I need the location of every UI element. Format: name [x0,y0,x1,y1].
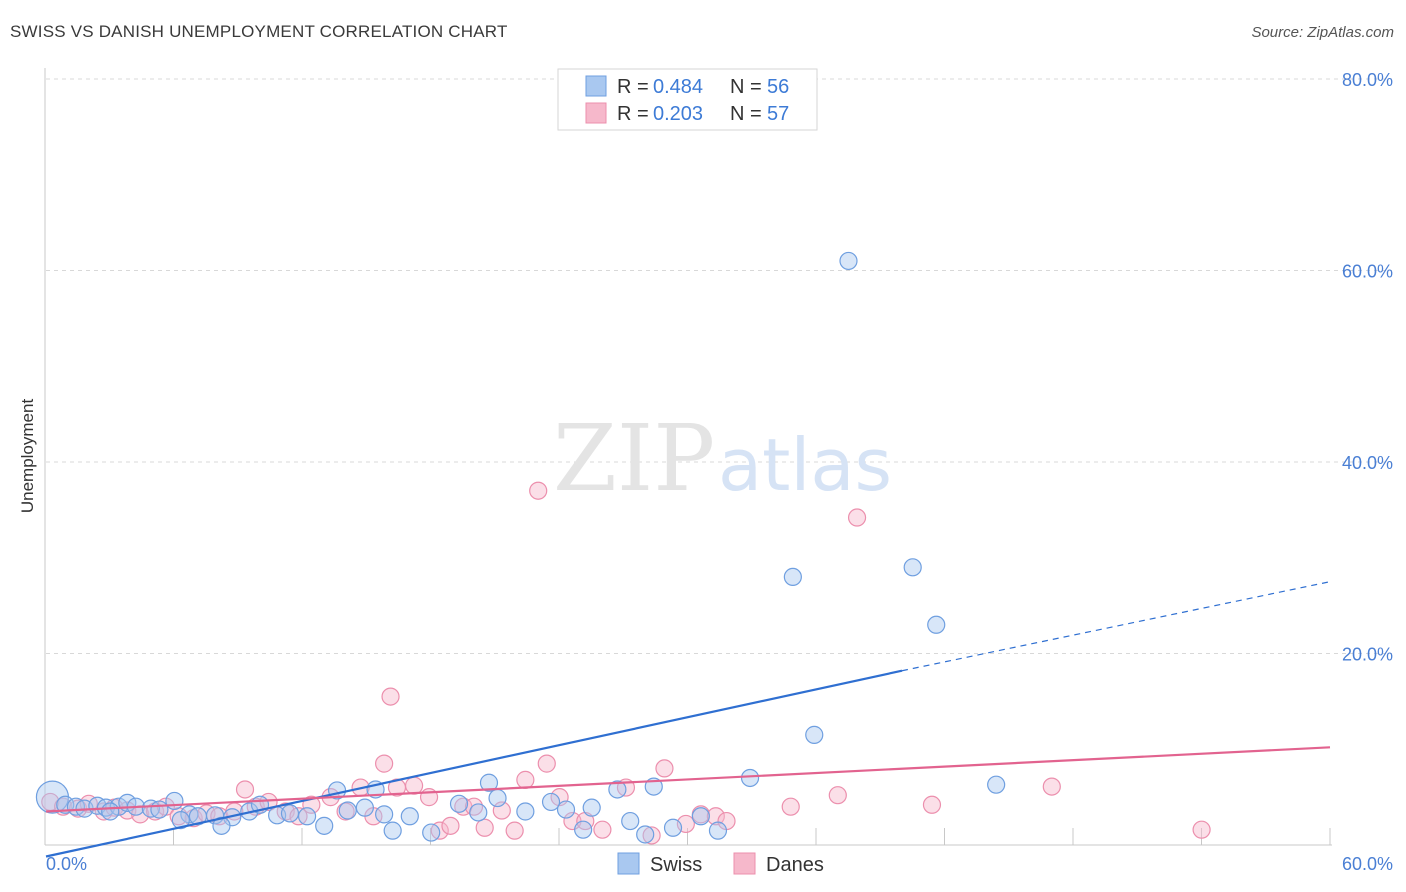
swiss-point [315,816,334,835]
danes-point [922,795,942,814]
legend-danes-r-label: R = [617,103,649,125]
swiss-point [987,775,1006,794]
legend-danes-n-label: N = [730,103,762,125]
swiss-point [101,802,120,821]
swiss-trend-line [45,669,903,858]
bottom-legend-danes: Danes [766,854,824,876]
y-tick-label: 40.0% [1342,453,1393,473]
swiss-point [556,800,576,819]
swiss-point [171,811,190,830]
swiss-point [449,794,469,813]
swiss-point [488,788,507,808]
y-tick-label: 60.0% [1342,262,1393,282]
x-tick-label: 0.0% [46,854,87,874]
axes [44,68,1332,846]
legend-swiss-r-label: R = [617,76,649,98]
danes-point [516,770,535,789]
danes-trend-line [45,746,1331,813]
bottom-legend-swatch-swiss [617,852,640,875]
danes-point [375,754,394,773]
legend-swatch-danes [585,102,607,124]
swiss-point [150,800,169,819]
danes-point [593,820,612,839]
swiss-point [422,823,441,842]
danes-point [655,759,674,778]
danes-point [537,754,556,773]
swiss-point [338,801,357,820]
swiss-point [469,803,488,822]
danes-point [441,816,460,835]
watermark-atlas: atlas [718,423,892,507]
danes-point [781,797,800,816]
tick-labels: 20.0% 40.0% 60.0% 80.0% 0.0% 60.0% [46,70,1393,874]
swiss-point [582,798,601,817]
swiss-point [663,818,683,837]
danes-point [1192,820,1211,839]
swiss-point [740,768,760,788]
swiss-point [608,780,627,799]
grid-lines [46,78,1392,654]
swiss-point [903,558,922,577]
swiss-point [375,805,394,824]
swiss-point [621,811,640,831]
y-tick-label: 80.0% [1342,70,1393,90]
danes-point [505,821,524,840]
swiss-point [574,820,593,839]
danes-point [529,481,548,500]
swiss-point [516,802,535,821]
legend-swiss-n-value: 56 [767,76,789,98]
bottom-legend-swiss: Swiss [650,854,702,876]
legend-danes-r-value: 0.203 [653,103,703,125]
chart-title: SWISS VS DANISH UNEMPLOYMENT CORRELATION… [10,22,508,41]
bottom-legend: Swiss Danes [617,852,824,876]
swiss-point [783,567,802,587]
danes-point [1042,777,1061,796]
swiss-point [280,804,300,823]
swiss-point [839,251,858,271]
x-tick-label: 60.0% [1342,854,1393,874]
swiss-point [691,807,710,826]
watermark-zip: ZIP [553,405,715,512]
danes-point [404,776,424,795]
swiss-point [927,615,946,634]
bottom-legend-swatch-danes [733,852,756,875]
swiss-point [355,798,374,817]
danes-point [475,818,494,837]
swiss-point [541,792,561,812]
swiss-trend-extension [901,581,1331,672]
danes-point [642,826,661,845]
y-axis-label: Unemployment [18,399,37,514]
swiss-point [297,807,317,826]
legend-box: R = 0.484 N = 56 R = 0.203 N = 57 [557,68,818,131]
y-tick-label: 20.0% [1342,645,1393,665]
legend-danes-n-value: 57 [767,103,789,125]
trend-lines [45,581,1331,858]
swiss-point [708,821,728,840]
swiss-point [479,773,499,792]
swiss-point [165,791,184,811]
danes-point [381,687,400,706]
legend-swiss-r-value: 0.484 [653,76,703,98]
danes-point [847,508,867,527]
source-label: Source: ZipAtlas.com [1251,24,1394,41]
danes-series [41,481,1211,845]
swiss-point [383,821,402,840]
danes-point [706,807,725,826]
legend-swiss-n-label: N = [730,76,762,98]
swiss-point [805,725,824,744]
swiss-point [400,807,419,826]
danes-point [235,780,255,799]
legend-swatch-swiss [585,75,607,97]
swiss-point [636,825,655,844]
danes-point [828,786,847,805]
